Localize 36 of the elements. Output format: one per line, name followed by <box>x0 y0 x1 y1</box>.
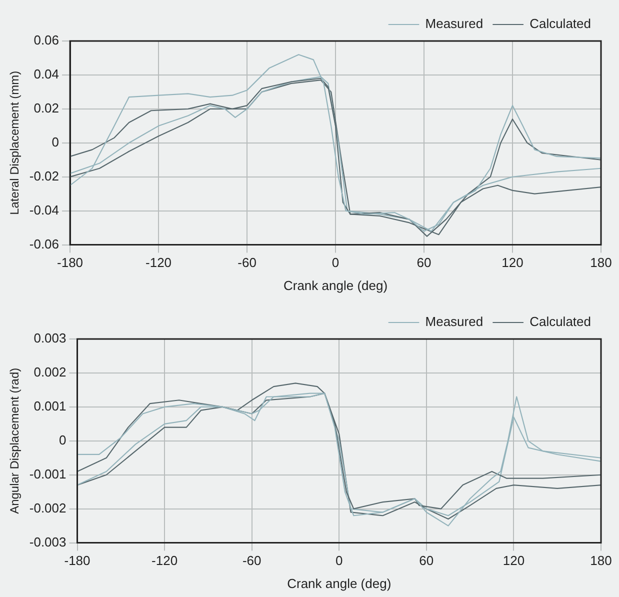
x-tick-label: 180 <box>590 553 612 568</box>
x-axis-title: Crank angle (deg) <box>287 576 392 591</box>
x-tick-label: -120 <box>152 553 178 568</box>
x-tick-label: 120 <box>502 255 524 270</box>
x-tick-label: 120 <box>502 553 525 568</box>
x-tick-label: 180 <box>590 255 612 270</box>
y-tick-label: -0.02 <box>29 168 60 184</box>
x-tick-label: -60 <box>238 255 256 270</box>
y-tick-label: 0.04 <box>34 66 60 82</box>
legend-label: Calculated <box>530 16 592 32</box>
y-tick-label: -0.04 <box>29 202 60 218</box>
x-tick-label: 60 <box>416 255 432 270</box>
x-tick-label: -180 <box>57 255 84 270</box>
x-tick-label: 60 <box>419 553 434 568</box>
y-axis-title: Angular Displacement (rad) <box>8 368 22 514</box>
y-tick-label: 0 <box>59 432 66 448</box>
y-tick-label: -0.001 <box>29 466 66 482</box>
y-axis-title: Lateral Displacement (mm) <box>8 70 22 215</box>
y-tick-label: 0.003 <box>34 330 66 346</box>
y-tick-label: -0.06 <box>29 236 60 252</box>
y-tick-label: 0.001 <box>34 398 66 414</box>
legend-label: Measured <box>425 314 484 330</box>
y-tick-label: 0 <box>52 134 60 150</box>
x-tick-label: 0 <box>332 255 340 270</box>
x-axis-title: Crank angle (deg) <box>283 278 388 293</box>
x-tick-label: -180 <box>64 553 90 568</box>
y-tick-label: 0.002 <box>34 364 66 380</box>
legend-label: Measured <box>425 16 484 32</box>
y-tick-label: -0.003 <box>29 534 66 550</box>
x-tick-label: -120 <box>146 255 172 270</box>
x-tick-label: 0 <box>336 553 343 568</box>
legend-label: Calculated <box>530 314 592 330</box>
y-tick-label: -0.002 <box>29 500 66 516</box>
y-tick-label: 0.06 <box>34 32 60 48</box>
x-tick-label: -60 <box>242 553 262 568</box>
y-tick-label: 0.02 <box>34 100 60 116</box>
